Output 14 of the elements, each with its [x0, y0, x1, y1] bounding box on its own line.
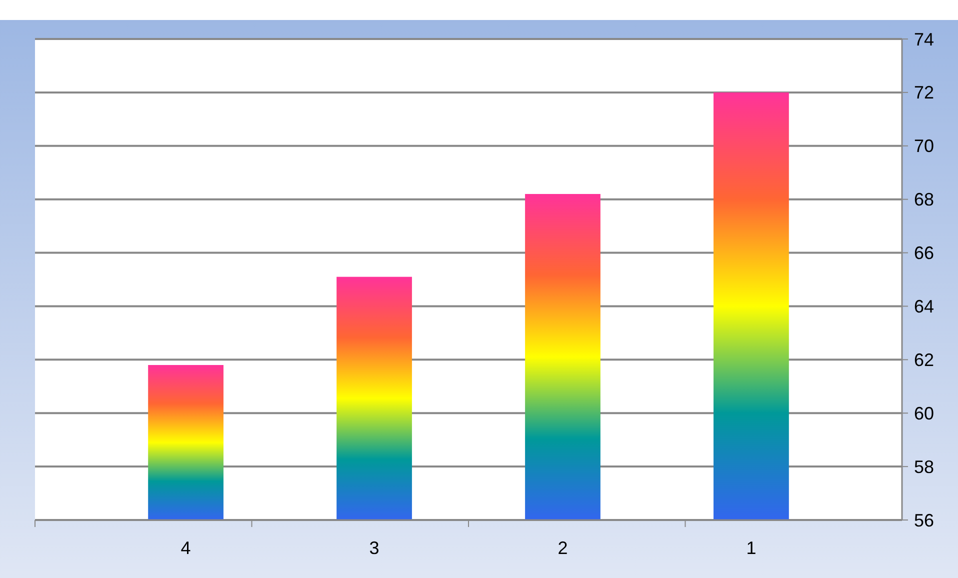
- y-tick-label: 72: [914, 82, 934, 103]
- y-tick-label: 70: [914, 136, 934, 156]
- x-tick-label: 4: [180, 538, 191, 558]
- y-tick-label: 58: [914, 456, 934, 477]
- x-tick-label: 1: [746, 538, 756, 558]
- y-tick-label: 62: [914, 350, 934, 370]
- y-tick-label: 66: [914, 243, 934, 264]
- y-tick-label: 74: [914, 29, 934, 50]
- x-tick-label: 3: [369, 538, 380, 558]
- y-tick-label: 60: [914, 403, 934, 424]
- y-tick-label: 68: [914, 190, 934, 210]
- x-tick-label: 2: [558, 538, 568, 558]
- y-tick-label: 56: [914, 510, 934, 530]
- y-tick-label: 64: [914, 296, 934, 317]
